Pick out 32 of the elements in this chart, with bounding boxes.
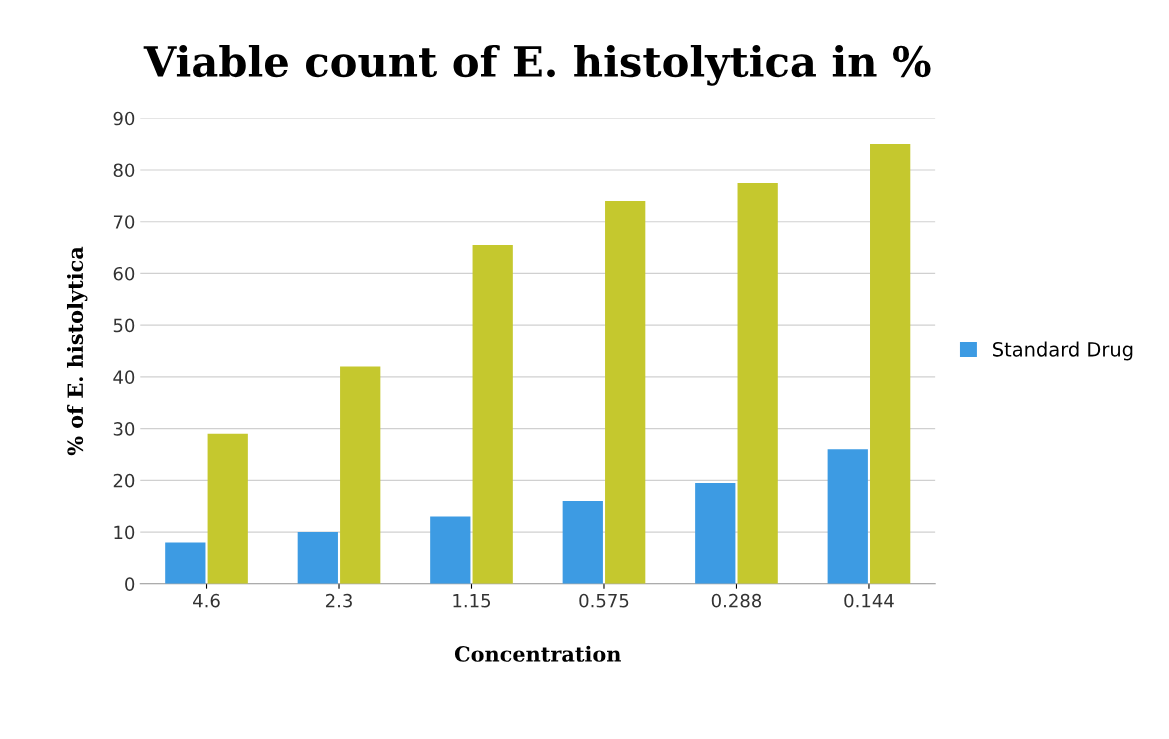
y-tick-label: 10 (114, 525, 135, 540)
bar (207, 433, 248, 584)
x-tick-label: 0.144 (844, 593, 894, 608)
x-tick-label: 0.288 (711, 593, 762, 608)
y-tick-label: 0 (125, 577, 135, 591)
bar (340, 366, 381, 584)
x-tick-label: 0.575 (579, 593, 629, 608)
bar (827, 449, 868, 584)
x-tick-label: 4.6 (193, 593, 220, 608)
bar (695, 482, 736, 584)
y-tick-label: 40 (113, 370, 135, 385)
y-tick-label: 20 (113, 473, 135, 488)
bar (605, 201, 646, 584)
y-tick-label: 90 (113, 111, 135, 126)
bar (297, 532, 338, 584)
chart-title: Viable count of E. histolytica in % (143, 44, 931, 86)
y-tick-label: 30 (113, 422, 135, 436)
y-tick-label: 50 (113, 318, 135, 333)
x-axis-title: Concentration (454, 645, 621, 662)
y-tick-label: 80 (113, 163, 135, 178)
y-tick-label: 70 (113, 215, 135, 229)
bar (737, 182, 778, 584)
bar (870, 144, 911, 584)
bar (472, 244, 513, 584)
y-tick-label: 60 (113, 266, 135, 281)
bar (430, 516, 471, 584)
y-axis-title: % of E. histolytica (66, 246, 88, 456)
legend-label: Standard Drug (993, 341, 1133, 361)
bar (562, 501, 603, 584)
x-tick-label: 2.3 (325, 593, 352, 608)
x-tick-label: 1.15 (453, 594, 491, 608)
bar (165, 542, 206, 584)
